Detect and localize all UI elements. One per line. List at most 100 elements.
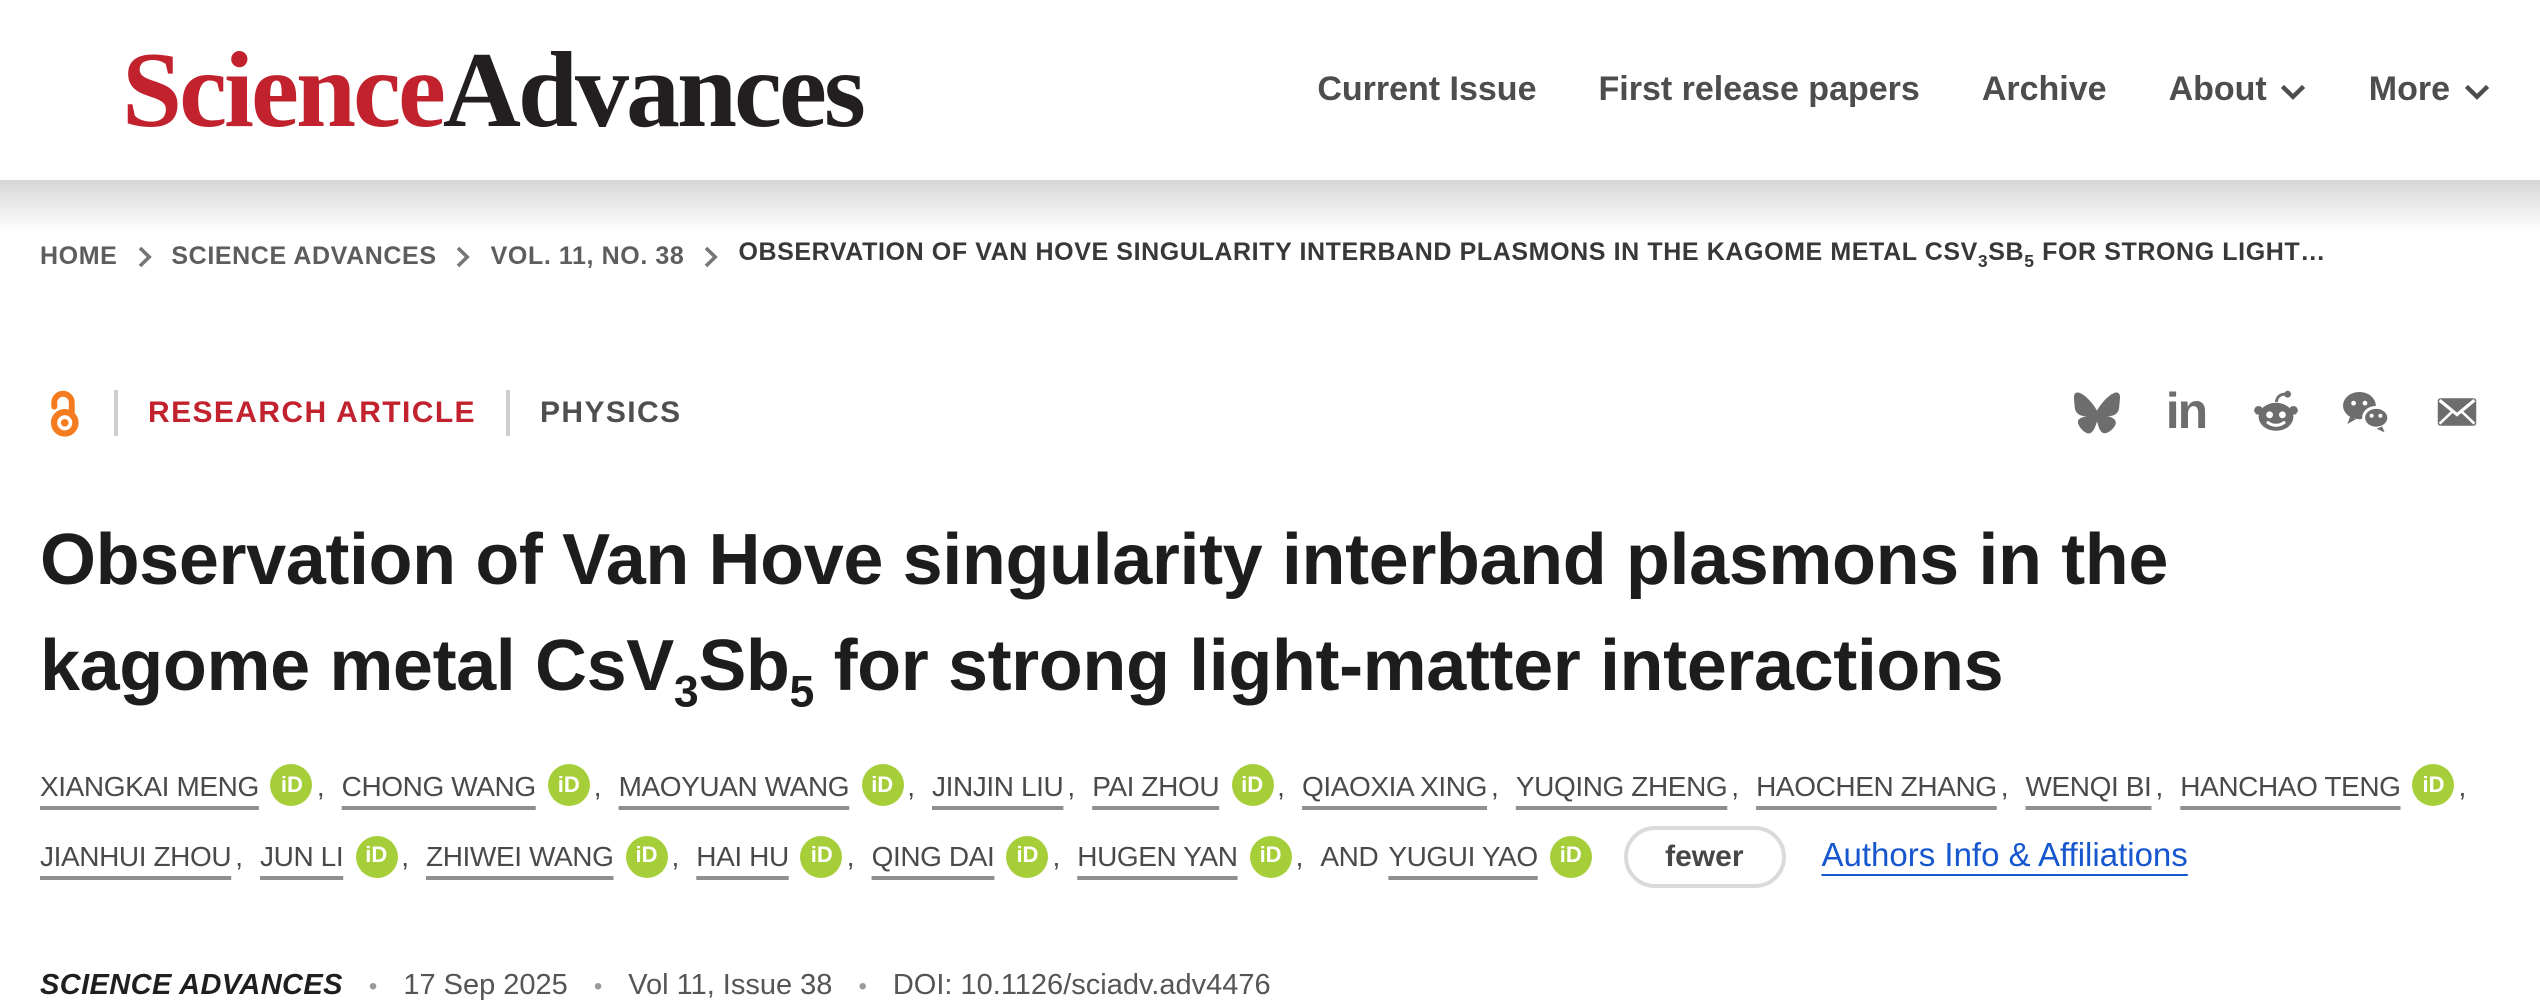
nav-item-label: First release papers [1598, 70, 1920, 108]
author-link[interactable]: HANCHAO TENG [2180, 769, 2401, 802]
author-link[interactable]: ZHIWEI WANG [426, 840, 614, 873]
article-title: Observation of Van Hove singularity inte… [40, 517, 2169, 716]
nav-item-label: More [2368, 70, 2450, 108]
breadcrumb-separator-icon [457, 246, 471, 267]
author-item: AND YUGUI YAO iD [1320, 822, 1592, 890]
author-item: XIANGKAI MENG iD, [40, 752, 334, 820]
author-separator: , [235, 840, 243, 873]
author-link[interactable]: MAOYUAN WANG [618, 769, 850, 802]
breadcrumb-link[interactable]: SCIENCE ADVANCES [171, 242, 437, 271]
article-section-label[interactable]: PHYSICS [539, 395, 682, 429]
author-link[interactable]: JINJIN LIU [932, 769, 1064, 802]
doi-link[interactable]: DOI: 10.1126/sciadv.adv4476 [892, 970, 1271, 1002]
author-separator: , [2000, 769, 2009, 802]
author-item: QIAOXIA XING, [1302, 752, 1508, 820]
author-lead: AND [1320, 840, 1379, 873]
author-link[interactable]: HUGEN YAN [1077, 840, 1238, 873]
breadcrumb-link[interactable]: VOL. 11, NO. 38 [490, 242, 685, 271]
share-toolbar: in [2070, 386, 2482, 438]
author-link[interactable]: HAI HU [696, 840, 789, 873]
author-link[interactable]: JIANHUI ZHOU [40, 840, 232, 873]
article-badge-row: RESEARCH ARTICLE PHYSICS in [0, 385, 2540, 439]
author-separator: , [593, 769, 602, 802]
site-header: Science Advances Current Issue First rele… [0, 0, 2540, 180]
journal-name: SCIENCE ADVANCES [40, 970, 343, 1002]
author-item: PAI ZHOU iD, [1092, 752, 1294, 820]
author-item: HAI HU iD, [696, 822, 864, 890]
volume-issue: Vol 11, Issue 38 [628, 970, 833, 1002]
author-item: JIANHUI ZHOU, [40, 822, 253, 890]
breadcrumb-separator-icon [705, 246, 719, 267]
bluesky-icon[interactable] [2070, 386, 2122, 438]
orcid-icon[interactable]: iD [1249, 835, 1292, 878]
orcid-icon[interactable]: iD [1549, 835, 1592, 878]
author-link[interactable]: YUQING ZHENG [1515, 769, 1728, 802]
author-separator: , [671, 840, 679, 873]
article-type-label[interactable]: RESEARCH ARTICLE [148, 395, 476, 429]
author-separator: , [401, 840, 409, 873]
orcid-icon[interactable]: iD [861, 764, 904, 807]
author-separator: , [1277, 769, 1285, 802]
chevron-down-icon [2281, 84, 2306, 100]
nav-item-label: Archive [1981, 70, 2107, 108]
orcid-icon[interactable]: iD [1006, 835, 1049, 878]
author-separator: , [2155, 769, 2163, 802]
orcid-icon[interactable]: iD [625, 835, 668, 878]
breadcrumb: HOME SCIENCE ADVANCES VOL. 11, NO. 38 OB… [0, 236, 2540, 277]
author-list: XIANGKAI MENG iD, CHONG WANG iD, MAOYUAN W… [40, 764, 2476, 878]
nav-item[interactable]: First release papers [1599, 70, 1920, 110]
author-separator: , [316, 769, 325, 802]
breadcrumb-link[interactable]: HOME [40, 242, 118, 271]
nav-item[interactable]: About [2169, 70, 2307, 110]
meta-separator: • [858, 972, 867, 1001]
main-nav: Current Issue First release papers Archi… [1317, 70, 2490, 110]
email-icon[interactable] [2430, 386, 2482, 438]
nav-item-label: About [2168, 70, 2267, 108]
author-link[interactable]: JUN LI [260, 840, 344, 873]
nav-item[interactable]: Current Issue [1317, 70, 1536, 110]
author-item: HAOCHEN ZHANG, [1756, 752, 2018, 820]
author-item: MAOYUAN WANG iD, [619, 752, 925, 820]
linkedin-icon[interactable]: in [2165, 383, 2208, 439]
journal-logo[interactable]: Science Advances [122, 36, 866, 144]
author-separator: , [2458, 769, 2467, 802]
author-link[interactable]: CHONG WANG [341, 769, 536, 802]
header-shadow [0, 180, 2540, 232]
publish-date: 17 Sep 2025 [403, 970, 568, 1002]
author-link[interactable]: YUGUI YAO [1388, 840, 1538, 873]
author-link[interactable]: XIANGKAI MENG [40, 769, 259, 802]
author-item: JUN LI iD, [260, 822, 419, 890]
authors-info-affiliations-link[interactable]: Authors Info & Affiliations [1821, 838, 2188, 875]
author-item: YUQING ZHENG, [1516, 752, 1749, 820]
orcid-icon[interactable]: iD [270, 764, 313, 807]
byline: XIANGKAI MENG iD, CHONG WANG iD, MAOYUAN W… [40, 749, 2480, 890]
reddit-icon[interactable] [2250, 386, 2302, 438]
author-item: QING DAI iD, [872, 822, 1070, 890]
author-link[interactable]: WENQI BI [2025, 769, 2152, 802]
author-item: JINJIN LIU, [932, 752, 1085, 820]
article-meta: SCIENCE ADVANCES • 17 Sep 2025 • Vol 11,… [40, 970, 2480, 1002]
author-separator: , [907, 769, 915, 802]
orcid-icon[interactable]: iD [547, 764, 590, 807]
divider [505, 389, 510, 435]
orcid-icon[interactable]: iD [800, 835, 843, 878]
fewer-button[interactable]: fewer [1623, 825, 1786, 888]
author-item: HANCHAO TENG iD, [2180, 752, 2476, 820]
author-link[interactable]: QING DAI [871, 840, 995, 873]
author-separator: , [846, 840, 855, 873]
author-item: ZHIWEI WANG iD, [426, 822, 689, 890]
author-link[interactable]: HAOCHEN ZHANG [1756, 769, 1997, 802]
author-link[interactable]: QIAOXIA XING [1301, 769, 1488, 802]
nav-item[interactable]: Archive [1982, 70, 2107, 110]
nav-item[interactable]: More [2369, 70, 2490, 110]
wechat-icon[interactable] [2340, 386, 2392, 438]
author-separator: , [1052, 840, 1060, 873]
meta-separator: • [368, 972, 378, 1001]
author-link[interactable]: PAI ZHOU [1092, 769, 1220, 802]
author-separator: , [1067, 769, 1075, 802]
open-access-icon[interactable] [42, 385, 84, 439]
author-item: HUGEN YAN iD, [1077, 822, 1313, 890]
orcid-icon[interactable]: iD [1231, 764, 1274, 807]
orcid-icon[interactable]: iD [2412, 764, 2455, 807]
orcid-icon[interactable]: iD [355, 835, 398, 878]
